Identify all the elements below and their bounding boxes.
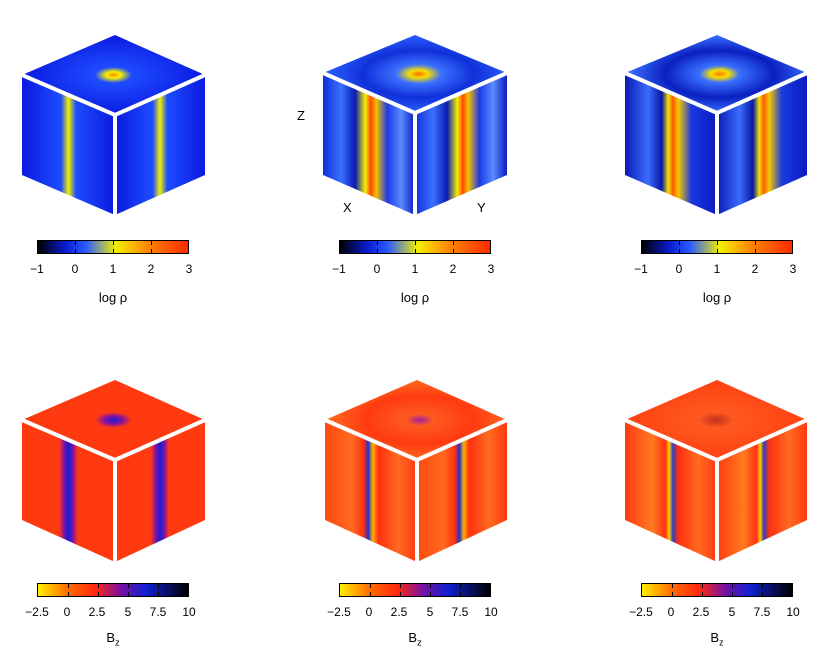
tick-label: 2 [147,262,155,276]
tick-label: 1 [411,262,419,276]
tick-label: −1 [634,262,648,276]
colorbar-label: Bz [710,630,724,648]
tick-label: 3 [185,262,193,276]
tick-label: 10 [786,605,800,619]
tick-label: 5 [426,605,434,619]
axis-label-y: Y [477,200,486,215]
tick-label: 2.5 [390,605,408,619]
tick-label: 7.5 [451,605,469,619]
tick-label: −1 [332,262,346,276]
tick-label: 0 [365,605,373,619]
tick-label: 2.5 [692,605,710,619]
axis-label-x: X [343,200,352,215]
colorbar-label: Bz [106,630,120,648]
colorbar-label: Bz [408,630,422,648]
tick-label: 1 [109,262,117,276]
tick-label: 2 [449,262,457,276]
tick-label: 10 [182,605,196,619]
tick-label: −2.5 [25,605,49,619]
colorbar-label: log ρ [98,290,128,305]
colorbar-label: log ρ [702,290,732,305]
tick-label: 0 [71,262,79,276]
tick-label: 7.5 [753,605,771,619]
tick-label: 3 [487,262,495,276]
tick-label: 1 [713,262,721,276]
tick-label: 5 [728,605,736,619]
tick-label: −2.5 [327,605,351,619]
tick-label: 0 [667,605,675,619]
tick-label: 2.5 [88,605,106,619]
tick-label: 2 [751,262,759,276]
tick-label: 0 [63,605,71,619]
axis-label-z: Z [297,108,305,123]
colorbar-label: log ρ [400,290,430,305]
tick-label: 0 [373,262,381,276]
tick-label: 3 [789,262,797,276]
tick-label: 0 [675,262,683,276]
tick-label: −2.5 [629,605,653,619]
tick-label: 7.5 [149,605,167,619]
tick-label: 5 [124,605,132,619]
tick-label: 10 [484,605,498,619]
tick-label: −1 [30,262,44,276]
